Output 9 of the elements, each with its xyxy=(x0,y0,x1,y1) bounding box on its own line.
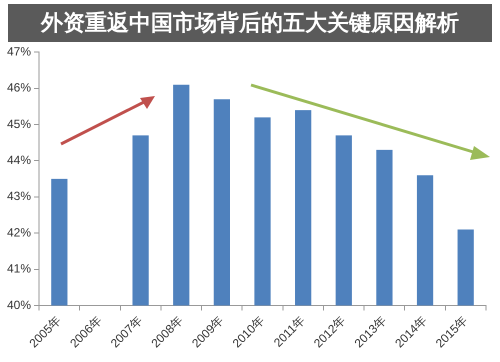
chart-title: 外资重返中国市场背后的五大关键原因解析 xyxy=(8,4,492,42)
y-tick-label: 40% xyxy=(6,298,32,312)
y-tick-label: 42% xyxy=(6,225,32,240)
y-tick-label: 41% xyxy=(6,262,32,276)
y-tick-label: 43% xyxy=(6,189,32,204)
y-tick-label: 45% xyxy=(6,116,32,131)
y-tick-label: 46% xyxy=(6,80,32,95)
y-tick-label: 44% xyxy=(6,153,32,168)
y-tick-label: 47% xyxy=(6,44,32,59)
